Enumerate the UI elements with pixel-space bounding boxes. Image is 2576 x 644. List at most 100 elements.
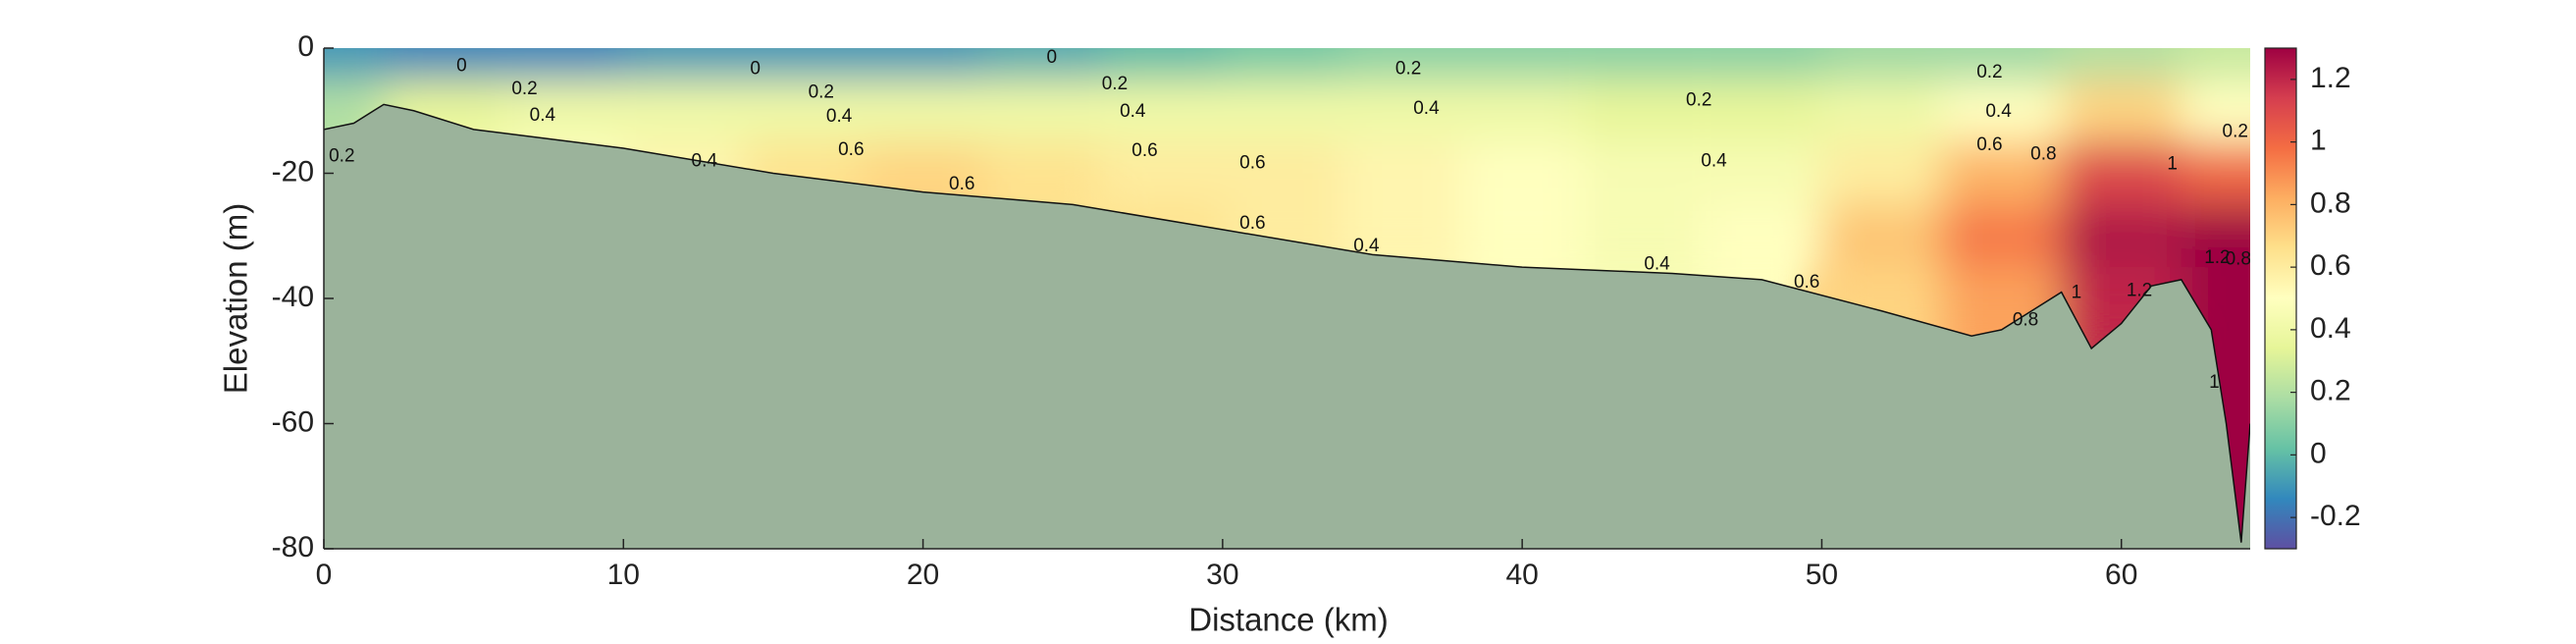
field-cell	[1102, 79, 1223, 142]
contour-label: 0.4	[1985, 101, 2012, 122]
field-cell	[1341, 79, 1463, 142]
field-cell	[2181, 204, 2250, 268]
contour-label: 1	[2167, 154, 2178, 175]
field-cell	[2181, 141, 2250, 205]
colorbar-tick-label: 0.4	[2310, 312, 2351, 345]
field-cell	[1702, 79, 1822, 142]
contour-label: 0.6	[838, 139, 864, 160]
field-cell	[1102, 141, 1223, 205]
y-tick-label: -60	[272, 405, 314, 438]
contour-label: 0.2	[511, 79, 537, 99]
x-tick-label: 0	[316, 559, 333, 591]
contour-label: 0.6	[1794, 272, 1819, 293]
x-tick-label: 40	[1505, 559, 1538, 591]
field-cell	[1341, 48, 1463, 80]
contour-label: 0.4	[1413, 98, 1440, 119]
field-cell	[384, 48, 504, 80]
field-cell	[1462, 204, 1583, 268]
field-cell	[623, 79, 744, 142]
field-layer	[324, 48, 2250, 549]
field-cell	[2061, 204, 2182, 268]
field-cell	[1222, 141, 1342, 205]
contour-label: 0.4	[826, 106, 853, 127]
x-tick-label: 30	[1206, 559, 1238, 591]
contour-label: 0.8	[2030, 143, 2056, 164]
field-cell	[982, 48, 1103, 80]
field-cell	[1582, 79, 1703, 142]
contour-label: 1	[2209, 372, 2220, 393]
contour-label: 0.4	[692, 150, 718, 171]
contour-label: 0.2	[809, 81, 834, 102]
field-cell	[1821, 48, 1942, 80]
contour-label: 0.2	[1686, 90, 1711, 111]
contour-label: 0.4	[1644, 254, 1670, 275]
contour-label: 1.2	[2204, 247, 2230, 268]
field-cell	[1941, 141, 2062, 205]
colorbar-tick-label: 1.2	[2310, 62, 2351, 94]
field-cell	[863, 79, 983, 142]
field-cell	[743, 79, 864, 142]
field-cell	[1341, 141, 1463, 205]
axes: 0 10 20 30 40 50 600-20-40-60-80-0.200.20.40.6…	[272, 30, 2361, 591]
field-cell	[1702, 48, 1822, 80]
field-cell	[1582, 141, 1703, 205]
contour-label: 0.8	[2013, 309, 2038, 330]
field-cell	[1462, 48, 1583, 80]
y-tick-label: 0	[297, 30, 314, 63]
colorbar-tick-label: -0.2	[2310, 500, 2361, 532]
seabed-line	[324, 103, 2250, 543]
field-cell	[1462, 141, 1583, 205]
contour-label: 0.4	[1353, 236, 1380, 256]
colorbar-tick-label: 0.6	[2310, 249, 2351, 282]
field-cells	[324, 48, 2250, 549]
contour-label: 0.2	[1395, 59, 1421, 80]
contour-label: 0.4	[1120, 101, 1146, 122]
colorbar-tick-label: 0.8	[2310, 187, 2351, 219]
y-tick-label: -80	[272, 531, 314, 564]
y-tick-label: -40	[272, 281, 314, 313]
field-cell	[863, 48, 983, 80]
field-cell	[2061, 141, 2182, 205]
x-tick-label: 60	[2105, 559, 2137, 591]
bottom-layer: 0 0 0 0.2 0.2 0.2 0.2 0.2 0.2 0.2 0.2 0.4 0.4 0.4 0.4 0…	[324, 47, 2250, 549]
field-cell	[2181, 48, 2250, 80]
contour-label: 1	[2072, 282, 2082, 302]
field-cell	[1222, 79, 1342, 142]
colorbar-tick-label: 1	[2310, 125, 2327, 157]
seabed-fill	[324, 104, 2250, 549]
contour-label: 0.4	[530, 105, 556, 126]
contour-label: 0.2	[329, 145, 354, 166]
field-cell	[1462, 79, 1583, 142]
contour-label: 1.2	[2127, 280, 2152, 300]
field-cell	[982, 79, 1103, 142]
field-cell	[2061, 48, 2182, 80]
contour-label: 0.2	[1976, 62, 2002, 82]
field-cell	[1702, 141, 1822, 205]
contour-label: 0.4	[1701, 150, 1727, 171]
field-cell	[1582, 48, 1703, 80]
field-cell	[2181, 79, 2250, 142]
field-cell	[1702, 204, 1822, 268]
field-cell	[503, 79, 624, 142]
field-cell	[1821, 79, 1942, 142]
y-tick-label: -20	[272, 155, 314, 188]
field-cell	[1821, 204, 1942, 268]
y-axis-title: Elevation (m)	[218, 203, 254, 394]
x-tick-label: 50	[1806, 559, 1838, 591]
contour-label: 0	[750, 59, 761, 80]
x-tick-label: 10	[607, 559, 640, 591]
colorbar-tick-label: 0	[2310, 437, 2327, 469]
field-cell	[1582, 204, 1703, 268]
field-cell	[324, 48, 385, 80]
field-cell	[1941, 204, 2062, 268]
contour-label: 0.6	[1239, 213, 1265, 234]
field-cell	[982, 141, 1103, 205]
colorbar-tick-label: 0.2	[2310, 375, 2351, 407]
x-tick-label: 20	[907, 559, 939, 591]
contour-label: 0	[1047, 47, 1058, 68]
field-cell	[1102, 48, 1223, 80]
contour-label: 0.2	[1102, 74, 1128, 94]
contour-label: 0.6	[949, 174, 974, 194]
contour-label: 0.6	[1976, 134, 2002, 155]
